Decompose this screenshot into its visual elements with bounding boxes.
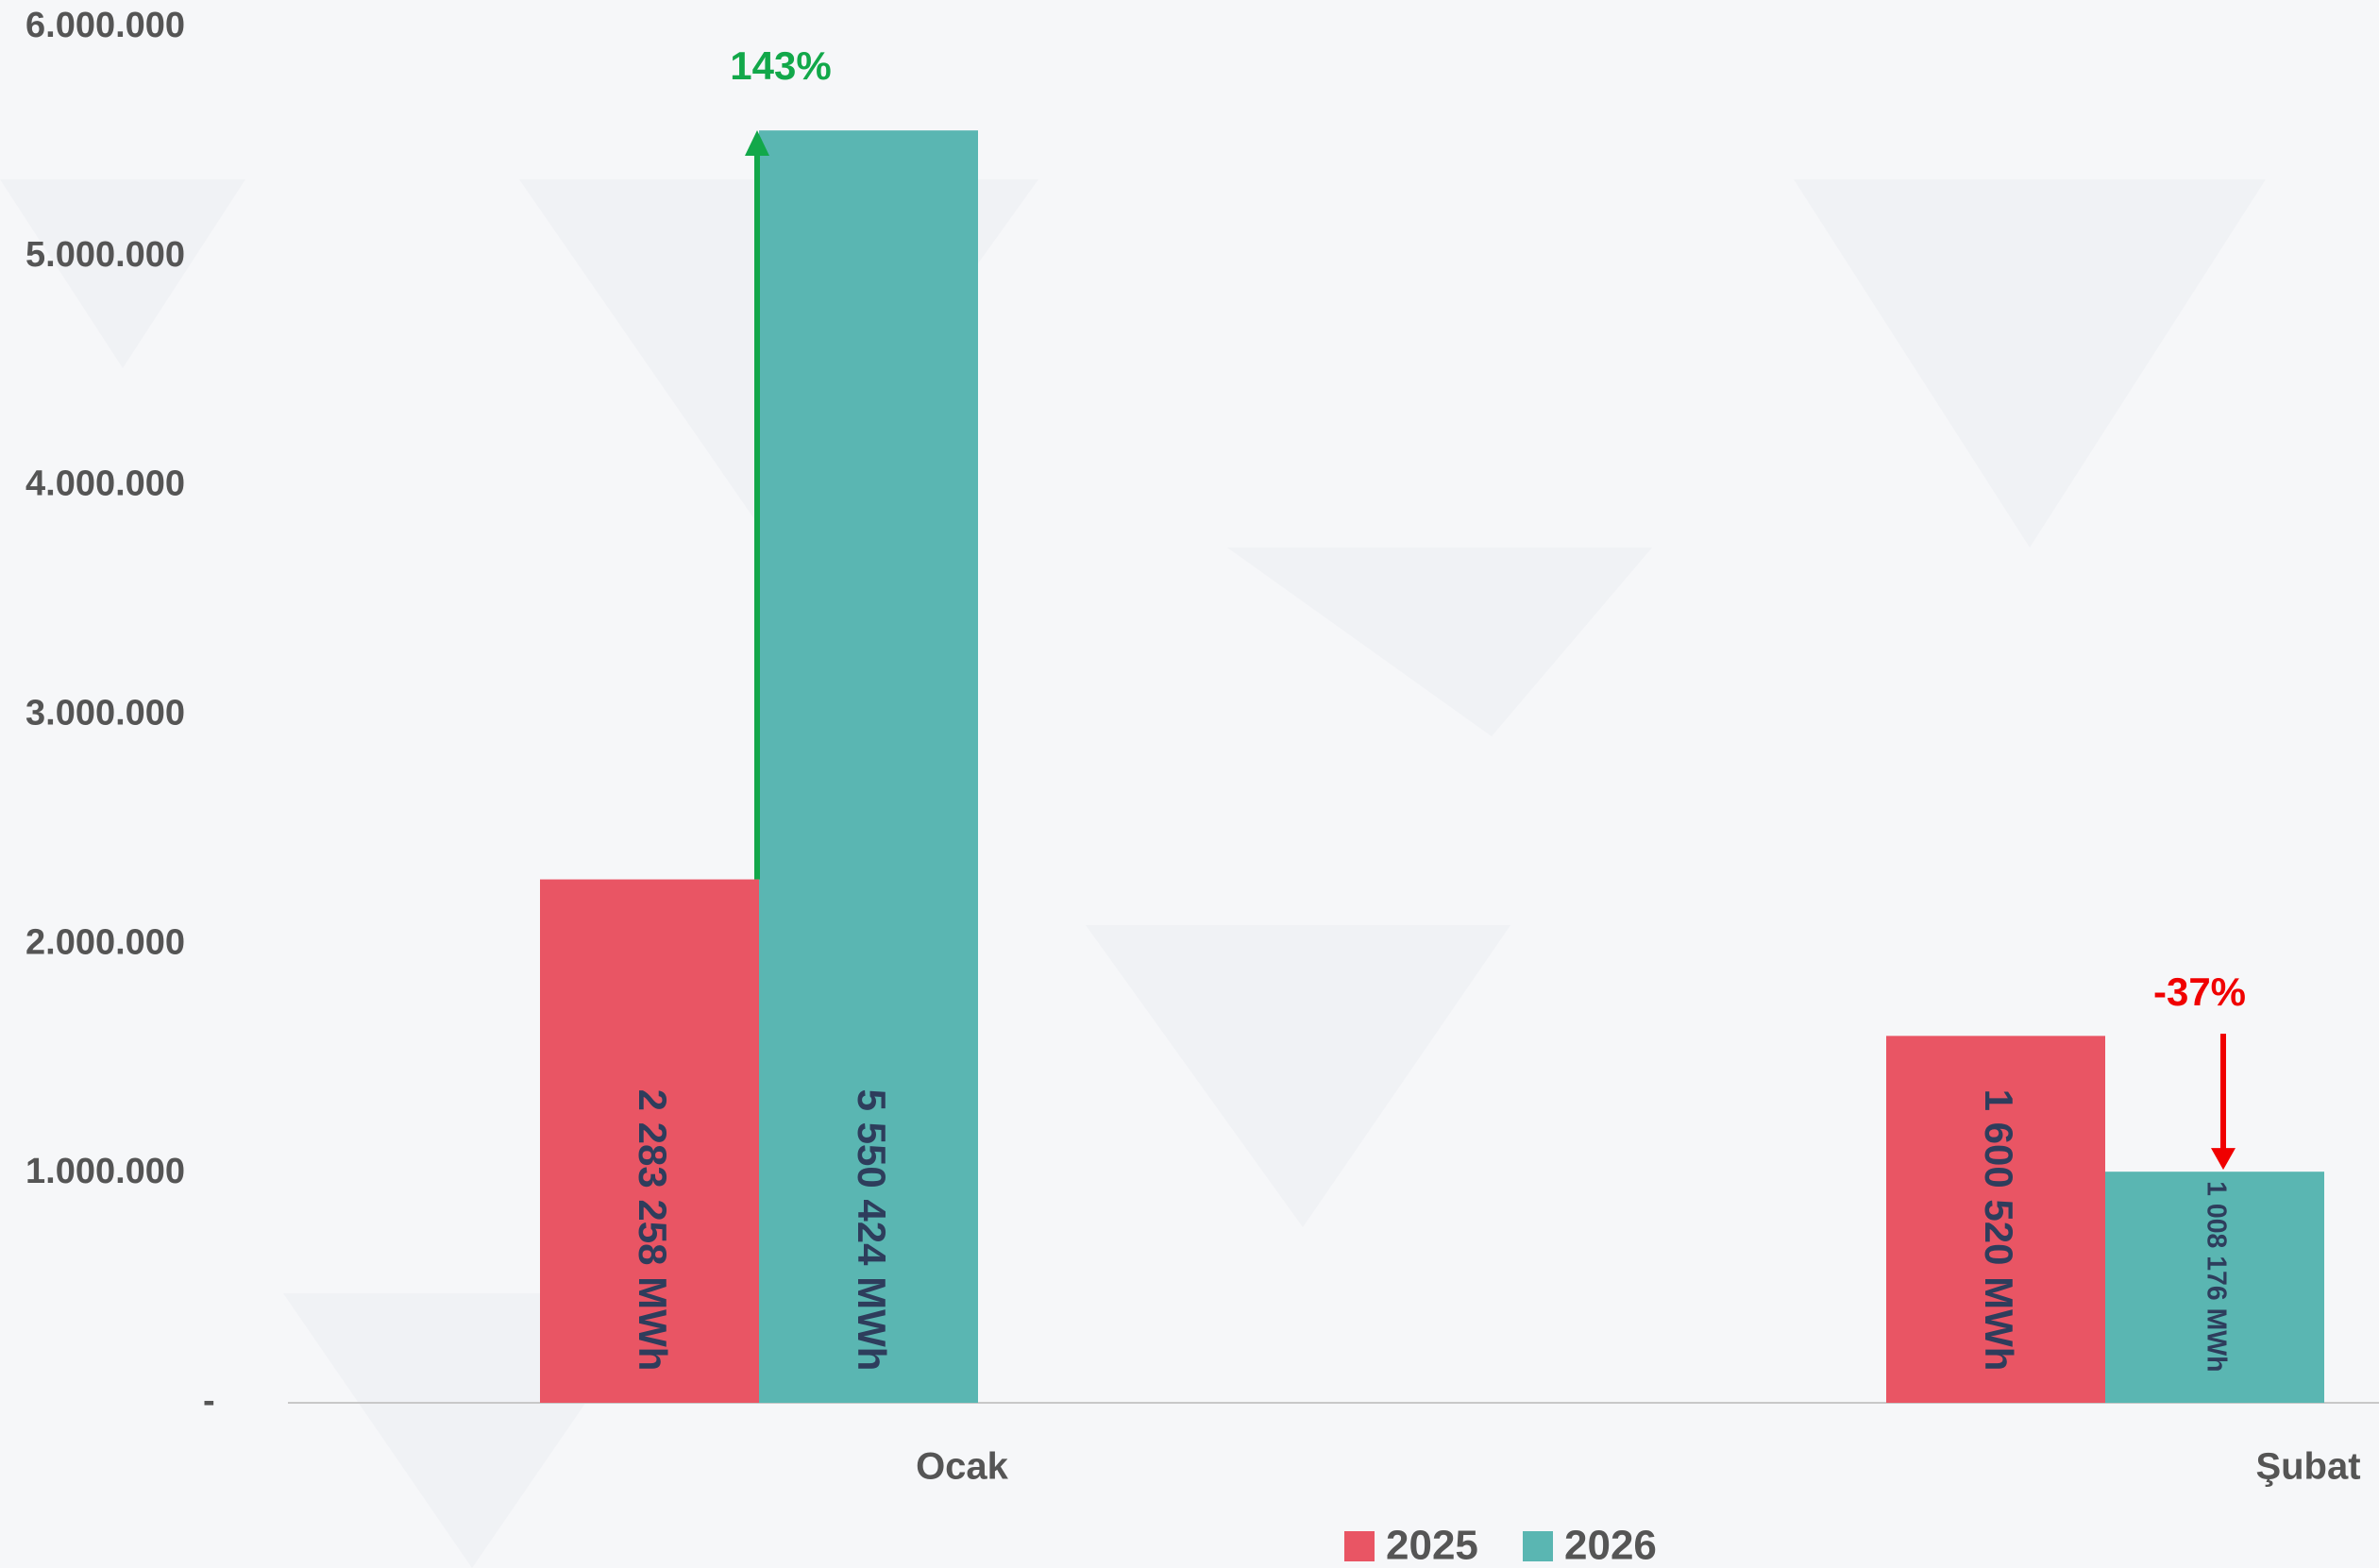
y-tick-label: 5.000.000: [25, 235, 185, 275]
legend-label: 2025: [1386, 1523, 1478, 1568]
bar: [2105, 1172, 2324, 1403]
annotation: 143%: [730, 43, 831, 88]
bar: [1886, 1036, 2105, 1403]
x-tick-label: Ocak: [916, 1446, 1009, 1488]
y-tick-label: 1.000.000: [25, 1152, 185, 1191]
x-tick-label: Şubat: [2255, 1446, 2360, 1488]
arrow-head: [745, 130, 769, 156]
y-tick-label: -: [203, 1381, 215, 1421]
bar: [759, 130, 978, 1404]
value-label: 5 550 424 MWh: [850, 1089, 894, 1372]
y-tick-label: 4.000.000: [25, 464, 185, 504]
y-tick-label: 2.000.000: [25, 922, 185, 962]
annotation: -37%: [2153, 969, 2246, 1014]
y-tick-label: 3.000.000: [25, 694, 185, 733]
bar: [540, 879, 759, 1403]
value-label: 2 283 258 MWh: [631, 1089, 675, 1372]
legend-swatch: [1344, 1531, 1375, 1561]
value-label: 1 600 520 MWh: [1977, 1089, 2021, 1372]
y-tick-label: 6.000.000: [25, 6, 185, 45]
legend-swatch: [1523, 1531, 1553, 1561]
value-label: 1 008 176 MWh: [2201, 1181, 2231, 1372]
arrow-head: [2211, 1148, 2236, 1171]
legend-label: 2026: [1564, 1523, 1657, 1568]
